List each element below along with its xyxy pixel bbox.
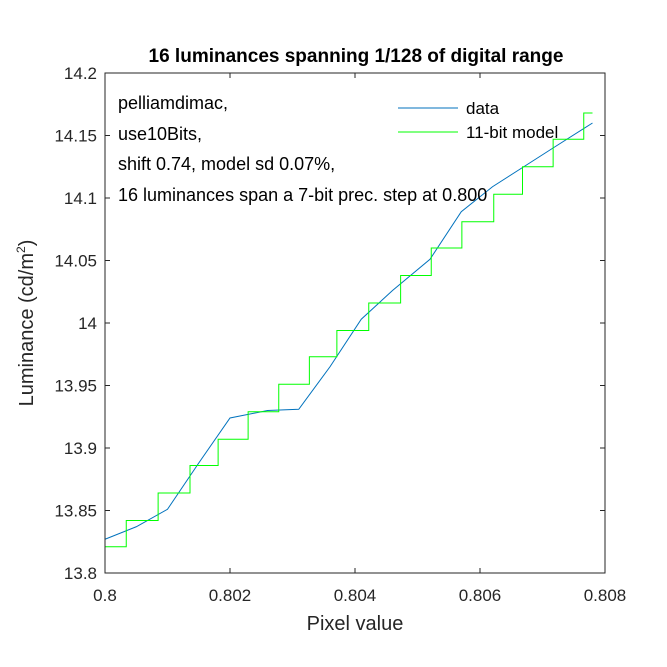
y-tick-label: 14.1 <box>64 189 97 208</box>
y-tick-label: 13.8 <box>64 564 97 583</box>
y-axis-label: Luminance (cd/m2) <box>14 240 38 407</box>
y-axis-label-close: ) <box>16 240 38 247</box>
x-tick-label: 0.806 <box>459 586 502 605</box>
annotation-line-4: 16 luminances span a 7-bit prec. step at… <box>118 185 487 205</box>
axis-ticks: 0.8 0.802 0.804 0.806 0.808 13.8 13.85 13.9 13.9… <box>54 64 626 605</box>
y-tick-label: 14 <box>78 314 97 333</box>
x-tick-label: 0.802 <box>209 586 252 605</box>
legend-label-model: 11-bit model <box>466 123 558 142</box>
y-tick-label: 13.9 <box>64 439 97 458</box>
annotation-line-1: pelliamdimac, <box>118 93 228 113</box>
annotation-line-3: shift 0.74, model sd 0.07%, <box>118 154 335 174</box>
annotation-block: pelliamdimac, use10Bits, shift 0.74, mod… <box>118 93 487 205</box>
annotation-line-2: use10Bits, <box>118 124 202 144</box>
legend-label-data: data <box>466 99 500 118</box>
plot-area-frame <box>104 72 606 574</box>
y-tick-label: 13.85 <box>54 502 97 521</box>
y-axis-label-superscript: 2 <box>14 246 28 253</box>
y-tick-label: 13.95 <box>54 377 97 396</box>
series-layer <box>104 112 593 548</box>
series-line-model <box>105 112 593 548</box>
x-axis-label: Pixel value <box>307 613 404 635</box>
x-tick-label: 0.8 <box>93 586 117 605</box>
y-tick-label: 14.2 <box>64 64 97 83</box>
y-tick-label: 14.05 <box>54 252 97 271</box>
x-tick-label: 0.808 <box>584 586 627 605</box>
x-tick-label: 0.804 <box>334 586 377 605</box>
y-tick-label: 14.15 <box>54 127 97 146</box>
legend: data 11-bit model <box>398 99 558 142</box>
y-axis-label-main: Luminance (cd/m <box>16 253 38 406</box>
chart-title: 16 luminances spanning 1/128 of digital … <box>149 46 564 67</box>
series-line-data <box>104 122 593 540</box>
